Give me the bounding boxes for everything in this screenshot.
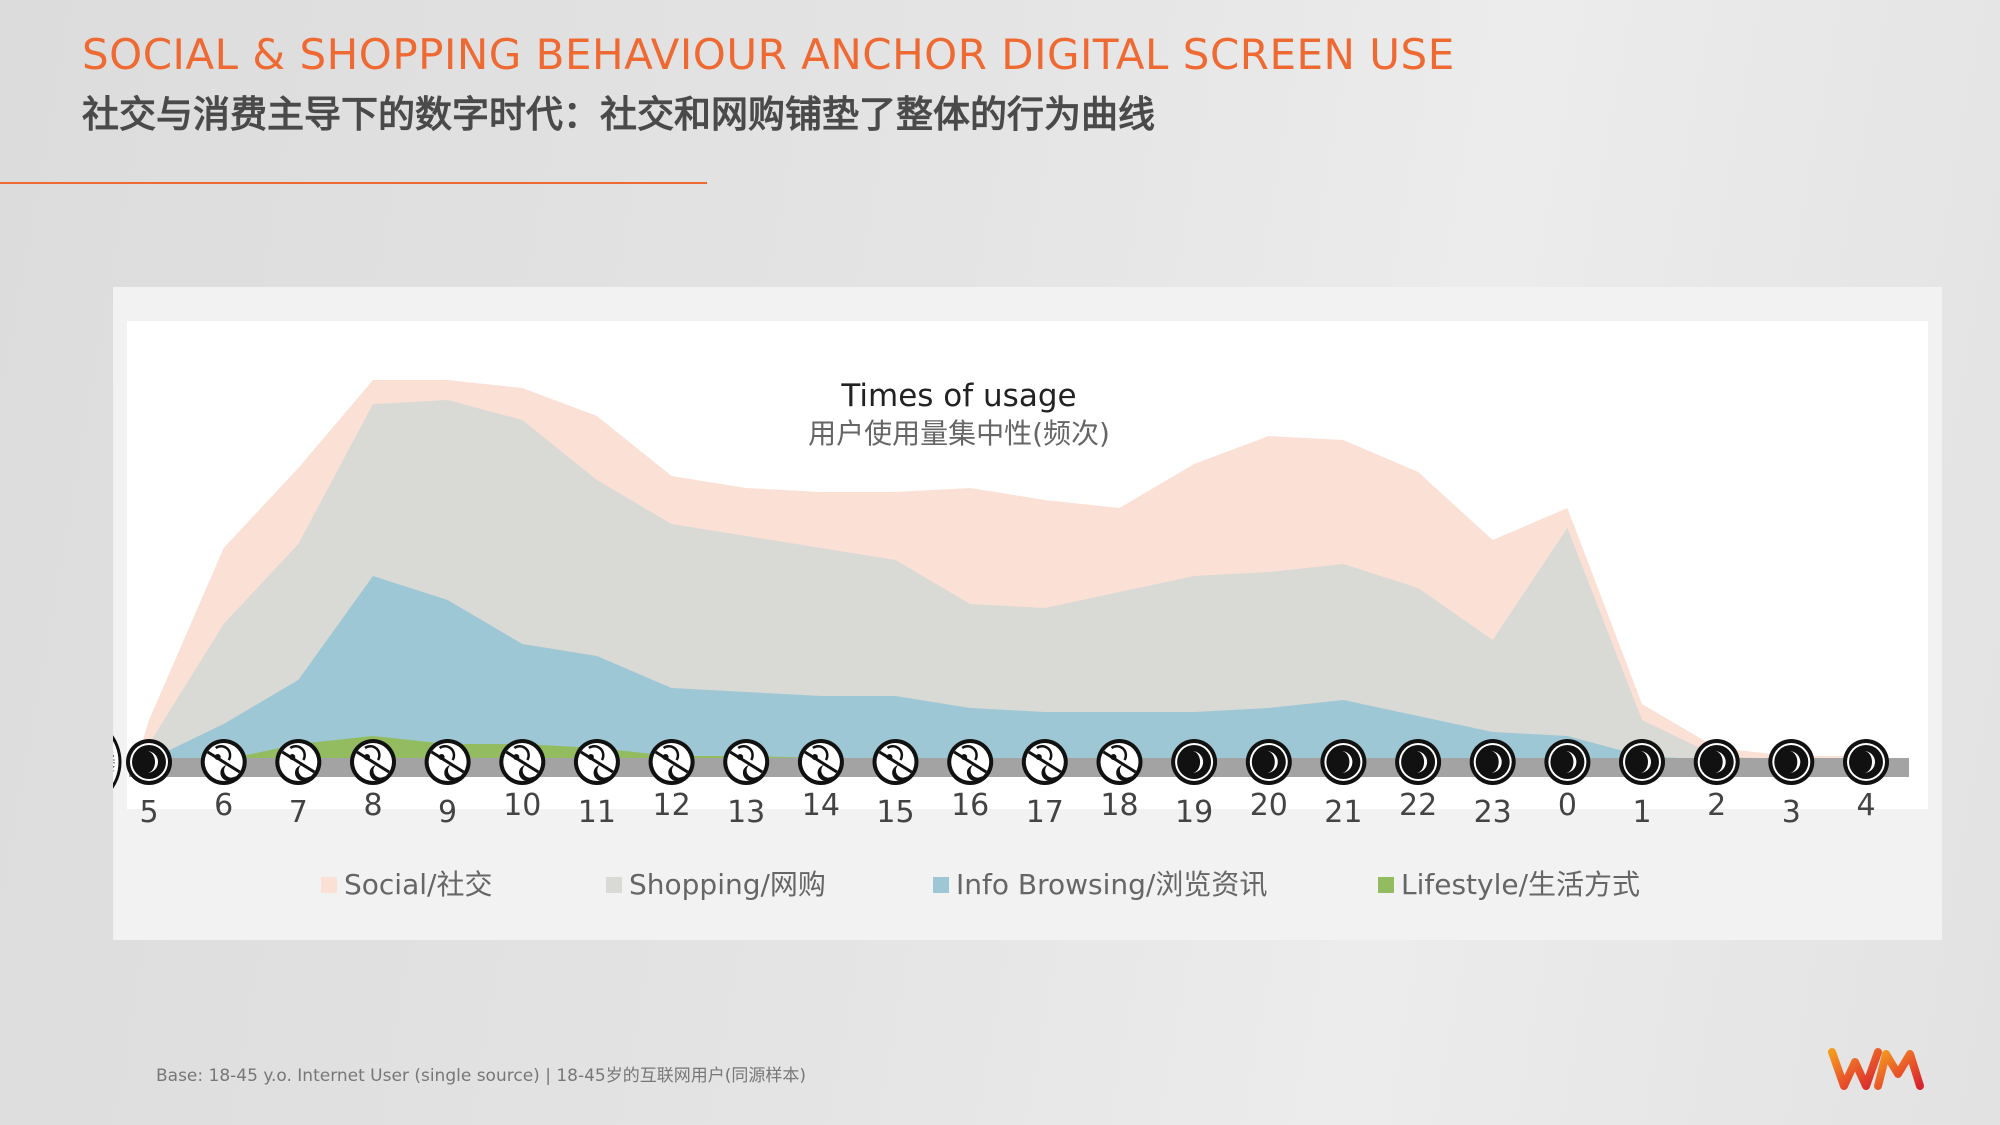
chart-subtitle: 用户使用量集中性(频次) — [808, 417, 1110, 450]
x-tick-8: 8 — [363, 788, 382, 823]
x-axis-ticks: 5 6 7 8 9 10 11 12 13 14 15 16 17 18 19 20 21 22 23 0 1 2 3 4 — [139, 788, 1875, 830]
day-night-icon-16 — [947, 739, 994, 785]
area-chart: Times of usage 用户使用量集中性(频次) 5 6 7 8 9 10 11 12 1… — [113, 287, 1942, 940]
day-night-icon-12 — [648, 739, 695, 785]
day-night-markers — [126, 739, 1889, 785]
moon-icon-5 — [126, 739, 172, 785]
legend-swatch-lifestyle — [1378, 877, 1394, 893]
series-layer — [137, 380, 1878, 760]
x-tick-19: 19 — [1175, 795, 1213, 830]
legend-label-social: Social/社交 — [344, 868, 492, 901]
day-night-icon-8 — [350, 739, 396, 785]
series-area-info — [137, 576, 1878, 760]
x-tick-15: 15 — [876, 795, 914, 830]
title-underline — [0, 182, 707, 184]
day-night-icon-13 — [723, 739, 770, 785]
x-tick-21: 21 — [1324, 795, 1362, 830]
moon-icon-19 — [1171, 739, 1218, 785]
x-tick-2: 2 — [1707, 788, 1726, 823]
moon-icon-23 — [1469, 739, 1516, 785]
legend-item-social: Social/社交 — [321, 868, 492, 901]
moon-icon-3 — [1768, 739, 1815, 785]
moon-icon-1 — [1619, 739, 1665, 785]
legend-swatch-info — [933, 877, 949, 893]
moon-icon-2 — [1693, 739, 1740, 785]
day-night-icon-7 — [275, 739, 322, 785]
day-night-icon-6 — [200, 739, 247, 785]
x-tick-16: 16 — [951, 788, 989, 823]
day-night-icon-14 — [797, 739, 844, 785]
x-tick-23: 23 — [1474, 795, 1512, 830]
x-tick-11: 11 — [578, 795, 616, 830]
day-night-icon-10 — [499, 739, 546, 785]
footnote: Base: 18-45 y.o. Internet User (single s… — [156, 1066, 806, 1086]
legend-label-info: Info Browsing/浏览资讯 — [956, 868, 1267, 901]
day-night-icon-9 — [424, 739, 471, 785]
clock-icon — [113, 735, 122, 789]
chart-title: Times of usage — [840, 378, 1076, 414]
x-tick-17: 17 — [1026, 795, 1064, 830]
chart-panel: Times of usage 用户使用量集中性(频次) 5 6 7 8 9 10 11 12 1… — [113, 287, 1942, 940]
moon-icon-21 — [1320, 739, 1367, 785]
x-tick-13: 13 — [727, 795, 765, 830]
x-tick-4: 4 — [1856, 788, 1875, 823]
legend-item-shopping: Shopping/网购 — [606, 868, 826, 901]
legend-label-lifestyle: Lifestyle/生活方式 — [1401, 868, 1640, 901]
x-tick-1: 1 — [1632, 795, 1651, 830]
x-tick-14: 14 — [802, 788, 840, 823]
day-night-icon-18 — [1096, 739, 1143, 785]
x-tick-20: 20 — [1250, 788, 1288, 823]
series-area-lifestyle — [137, 736, 1878, 760]
legend-label-shopping: Shopping/网购 — [629, 868, 826, 901]
x-tick-0: 0 — [1558, 788, 1577, 823]
x-tick-22: 22 — [1399, 788, 1437, 823]
moon-icon-4 — [1843, 739, 1889, 785]
x-tick-7: 7 — [289, 795, 308, 830]
x-tick-10: 10 — [503, 788, 541, 823]
day-night-icon-11 — [573, 739, 620, 785]
legend-item-lifestyle: Lifestyle/生活方式 — [1378, 868, 1640, 901]
x-tick-3: 3 — [1782, 795, 1801, 830]
wm-logo-icon — [1828, 1048, 1924, 1090]
x-tick-18: 18 — [1100, 788, 1138, 823]
x-tick-6: 6 — [214, 788, 233, 823]
x-tick-9: 9 — [438, 795, 457, 830]
legend-swatch-social — [321, 877, 337, 893]
moon-icon-0 — [1544, 739, 1591, 785]
page-title: SOCIAL & SHOPPING BEHAVIOUR ANCHOR DIGIT… — [82, 30, 1455, 79]
page-subtitle: 社交与消费主导下的数字时代：社交和网购铺垫了整体的行为曲线 — [82, 93, 1155, 136]
legend-swatch-shopping — [606, 877, 622, 893]
moon-icon-22 — [1395, 739, 1442, 785]
moon-icon-20 — [1245, 739, 1292, 785]
day-night-icon-15 — [872, 739, 919, 785]
legend: Social/社交 Shopping/网购 Info Browsing/浏览资讯 Li… — [321, 868, 1640, 901]
x-tick-5: 5 — [139, 795, 158, 830]
x-tick-12: 12 — [653, 788, 691, 823]
day-night-icon-17 — [1021, 739, 1068, 785]
legend-item-info: Info Browsing/浏览资讯 — [933, 868, 1267, 901]
